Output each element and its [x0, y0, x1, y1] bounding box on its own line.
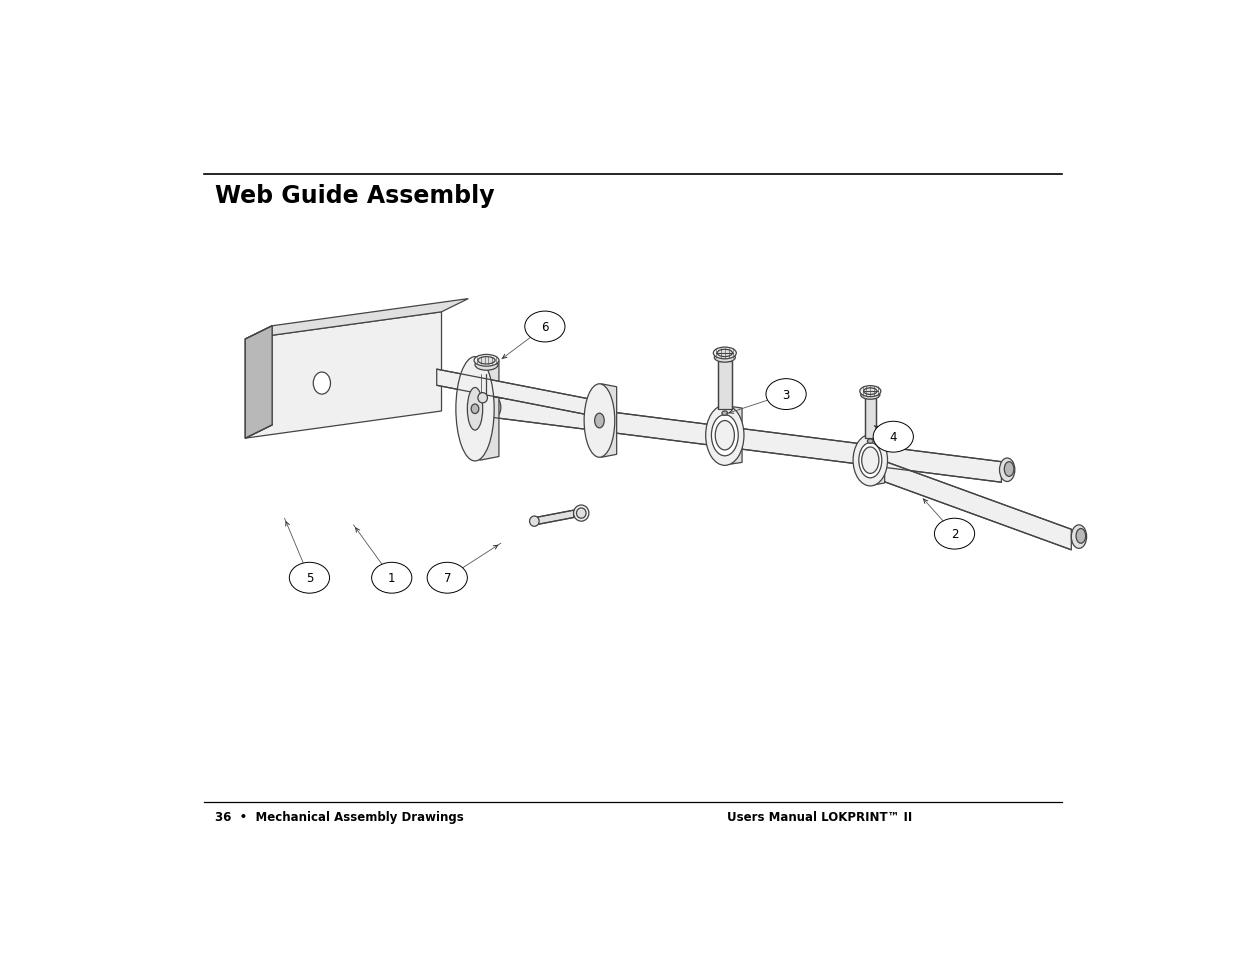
Text: 5: 5	[306, 572, 314, 584]
Polygon shape	[479, 358, 499, 460]
Ellipse shape	[705, 406, 743, 466]
Ellipse shape	[488, 397, 501, 418]
Polygon shape	[864, 398, 876, 438]
Ellipse shape	[999, 458, 1015, 482]
Ellipse shape	[472, 405, 479, 415]
Ellipse shape	[862, 448, 879, 474]
Text: 3: 3	[783, 388, 789, 401]
Circle shape	[289, 562, 330, 594]
Ellipse shape	[478, 357, 495, 365]
Ellipse shape	[714, 354, 735, 363]
Text: Users Manual LOKPRINT™ II: Users Manual LOKPRINT™ II	[726, 810, 911, 823]
Ellipse shape	[860, 386, 881, 397]
Ellipse shape	[573, 505, 589, 521]
Ellipse shape	[867, 439, 873, 444]
Ellipse shape	[474, 355, 499, 367]
Polygon shape	[246, 313, 442, 438]
Text: 1: 1	[388, 572, 395, 584]
Ellipse shape	[467, 388, 483, 431]
Ellipse shape	[584, 384, 615, 457]
Polygon shape	[535, 511, 573, 525]
Ellipse shape	[1071, 525, 1087, 549]
Polygon shape	[494, 397, 1002, 483]
Circle shape	[525, 312, 564, 342]
Text: 4: 4	[889, 431, 897, 444]
Ellipse shape	[530, 517, 540, 527]
Ellipse shape	[1076, 529, 1086, 543]
Polygon shape	[601, 384, 616, 457]
Polygon shape	[882, 460, 1071, 550]
Polygon shape	[246, 299, 468, 339]
Ellipse shape	[861, 391, 879, 400]
Text: Web Guide Assembly: Web Guide Assembly	[215, 184, 494, 208]
Ellipse shape	[714, 348, 736, 359]
Circle shape	[766, 379, 806, 410]
Circle shape	[873, 422, 914, 453]
Text: 6: 6	[541, 320, 548, 334]
Ellipse shape	[718, 350, 732, 357]
Polygon shape	[872, 436, 884, 486]
Ellipse shape	[863, 389, 877, 395]
Polygon shape	[246, 327, 272, 438]
Ellipse shape	[475, 360, 498, 371]
Polygon shape	[437, 370, 595, 416]
Ellipse shape	[456, 357, 494, 461]
Polygon shape	[246, 327, 272, 438]
Circle shape	[427, 562, 467, 594]
Polygon shape	[718, 361, 731, 410]
Ellipse shape	[858, 443, 882, 478]
Polygon shape	[726, 406, 742, 465]
Ellipse shape	[314, 373, 331, 395]
Ellipse shape	[1004, 462, 1014, 476]
Ellipse shape	[722, 412, 727, 416]
Text: 36  •  Mechanical Assembly Drawings: 36 • Mechanical Assembly Drawings	[215, 810, 463, 823]
Circle shape	[935, 518, 974, 550]
Ellipse shape	[478, 394, 488, 403]
Text: 2: 2	[951, 528, 958, 540]
Text: 7: 7	[443, 572, 451, 584]
Ellipse shape	[577, 508, 587, 518]
Ellipse shape	[853, 435, 888, 486]
Circle shape	[372, 562, 411, 594]
Ellipse shape	[715, 421, 735, 451]
Ellipse shape	[711, 416, 739, 456]
Ellipse shape	[595, 414, 604, 429]
